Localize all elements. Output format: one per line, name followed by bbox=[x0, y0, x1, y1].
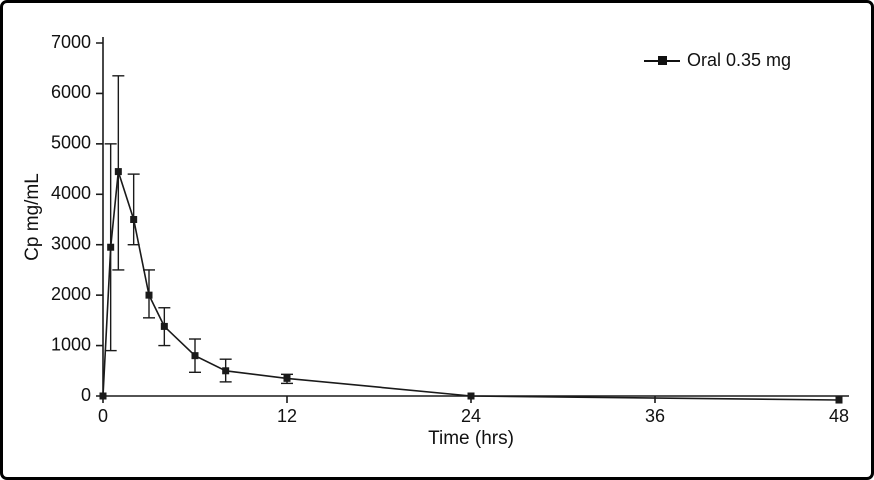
x-axis-title: Time (hrs) bbox=[428, 428, 514, 449]
y-tick-label: 3000 bbox=[51, 233, 91, 253]
legend-label: Oral 0.35 mg bbox=[687, 50, 792, 70]
data-point-marker bbox=[145, 291, 153, 299]
x-tick-label: 0 bbox=[98, 406, 108, 426]
y-tick-label: 4000 bbox=[51, 183, 91, 203]
data-point-marker bbox=[107, 243, 115, 251]
y-tick-label: 1000 bbox=[51, 334, 91, 354]
y-tick-label: 6000 bbox=[51, 82, 91, 102]
x-tick-label: 24 bbox=[461, 406, 481, 426]
data-point-marker bbox=[114, 168, 122, 176]
x-tick-label: 48 bbox=[829, 406, 849, 426]
y-tick-label: 7000 bbox=[51, 32, 91, 52]
y-axis-title: Cp mg/mL bbox=[22, 173, 43, 261]
data-point-marker bbox=[222, 367, 230, 375]
series-line bbox=[102, 171, 840, 401]
y-tick-label: 5000 bbox=[51, 133, 91, 153]
legend-square-marker-icon bbox=[658, 56, 667, 65]
data-point-marker bbox=[835, 396, 843, 404]
data-point-marker bbox=[191, 352, 199, 360]
data-point-marker bbox=[283, 374, 291, 382]
x-tick-label: 36 bbox=[645, 406, 665, 426]
data-point-marker bbox=[130, 216, 138, 223]
chart-plot: 0 1000 2000 3000 4000 5000 6000 7000 0 12 24 36 48 bbox=[51, 32, 849, 426]
y-tick-label: 0 bbox=[81, 385, 91, 405]
y-tick-label: 2000 bbox=[51, 284, 91, 304]
data-point-marker bbox=[467, 392, 475, 400]
data-point-marker bbox=[160, 322, 168, 330]
x-tick-label: 12 bbox=[277, 406, 297, 426]
legend: Oral 0.35 mg bbox=[644, 50, 791, 71]
series-line-marker-icon bbox=[644, 56, 680, 65]
data-point-marker bbox=[99, 392, 107, 400]
